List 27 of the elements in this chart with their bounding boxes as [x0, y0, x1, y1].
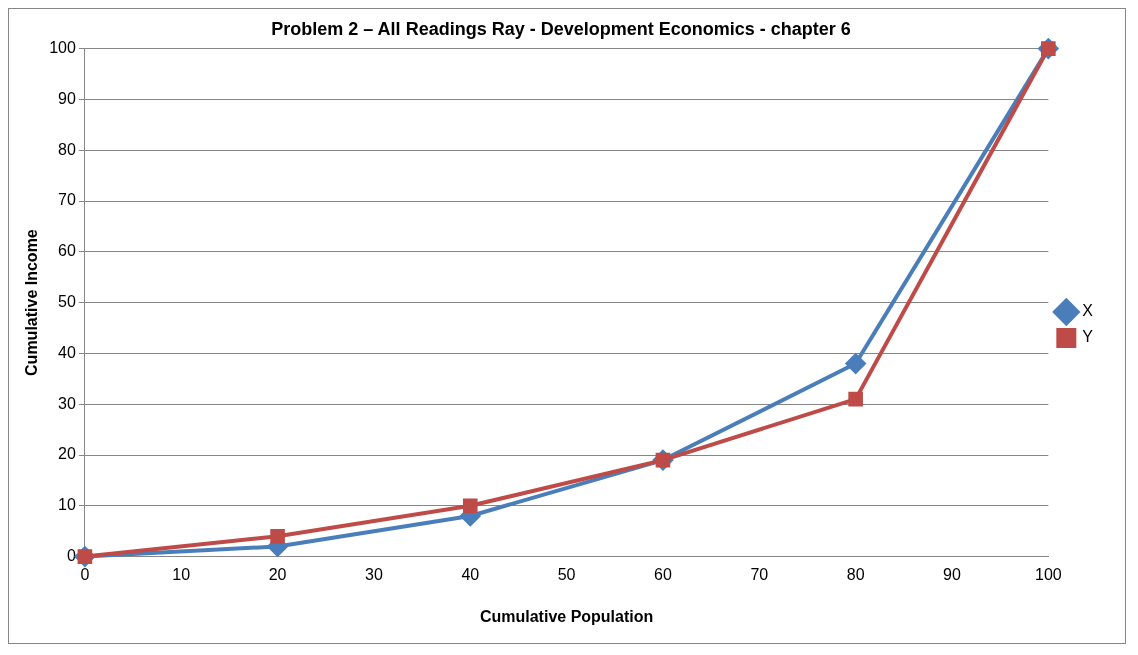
x-tick-label: 0: [80, 565, 90, 583]
y-tick-label: 80: [58, 140, 76, 158]
x-tick-label: 10: [172, 565, 191, 583]
y-tick-label: 50: [58, 293, 76, 311]
y-tick-label: 30: [58, 394, 76, 412]
x-tick-label: 70: [750, 565, 769, 583]
x-tick-label: 40: [461, 565, 480, 583]
y-tick-label: 100: [49, 39, 76, 57]
x-tick-label: 50: [557, 565, 576, 583]
y-tick-label: 90: [58, 89, 76, 107]
legend-label: X: [1082, 302, 1094, 320]
chart-title: Problem 2 – All Readings Ray - Development Economics - chapter 6: [271, 18, 851, 39]
x-tick-label: 100: [1034, 565, 1062, 583]
y-tick-label: 10: [58, 496, 76, 514]
y-tick-label: 20: [58, 445, 76, 463]
y-tick-label: 40: [58, 343, 76, 361]
x-tick-label: 20: [268, 565, 287, 583]
legend-label: Y: [1082, 328, 1094, 346]
x-tick-label: 90: [943, 565, 961, 583]
x-axis-title: Cumulative Population: [479, 607, 654, 625]
y-axis-title: Cumulative Income: [23, 229, 41, 376]
y-tick-label: 60: [58, 242, 76, 260]
y-tick-label: 70: [58, 191, 76, 209]
y-tick-label: 0: [66, 547, 76, 565]
x-tick-label: 60: [654, 565, 672, 583]
x-tick-label: 80: [846, 565, 865, 583]
x-tick-label: 30: [365, 565, 383, 583]
